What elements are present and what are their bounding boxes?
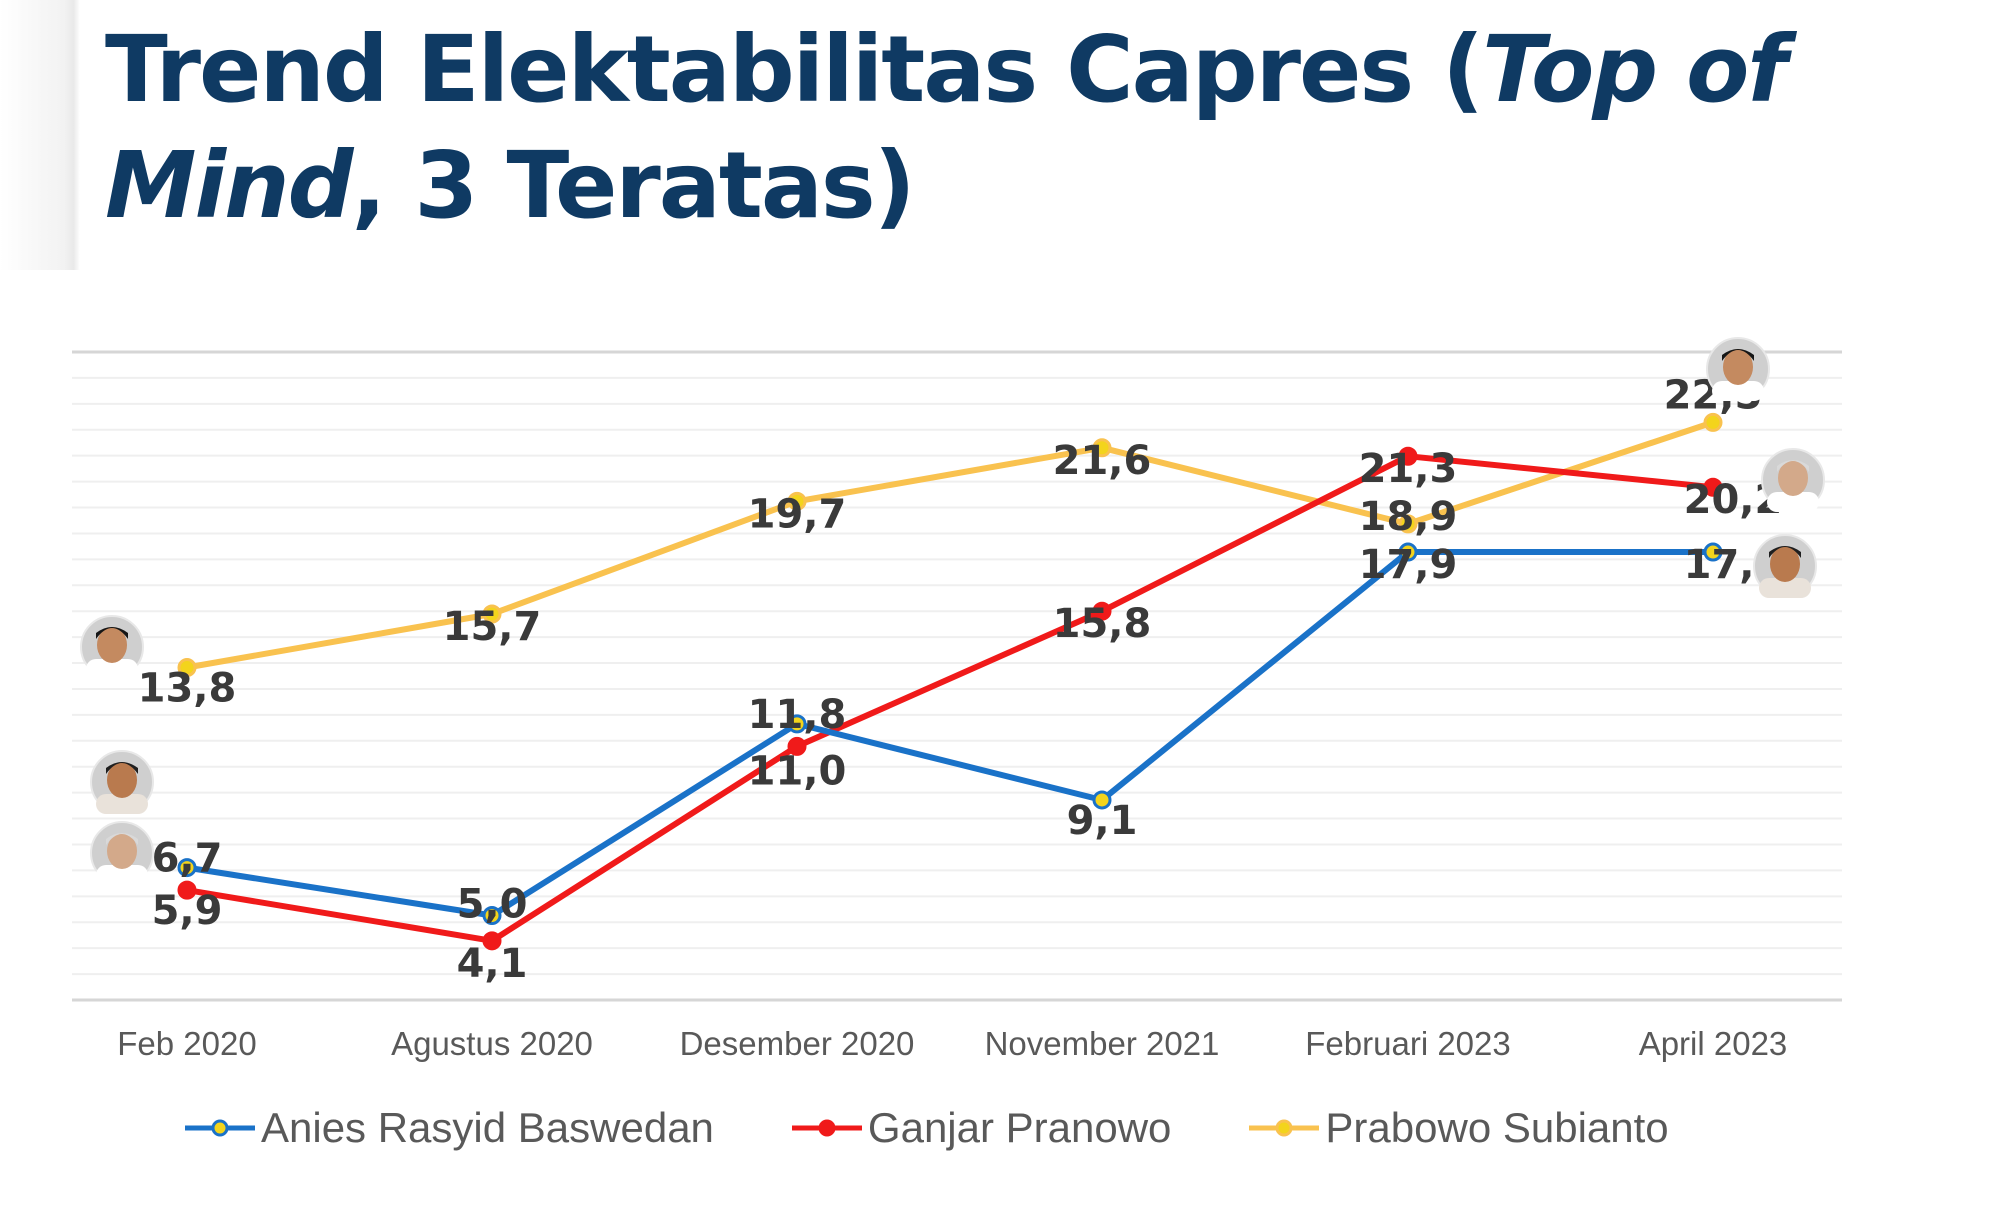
anies-point (1092, 790, 1112, 810)
title-part-1: Trend Elektabilitas Capres ( (105, 16, 1484, 123)
title-shadow-strip (0, 0, 80, 270)
prabowo-data-label: 19,7 (748, 491, 847, 537)
prabowo-data-label: 18,9 (1359, 494, 1458, 540)
prabowo-point (482, 604, 502, 624)
prabowo-point (787, 491, 807, 511)
anies-avatar-icon (1753, 534, 1817, 598)
prabowo-avatar-icon (1706, 337, 1770, 401)
x-tick-label: Feb 2020 (117, 1025, 256, 1062)
anies-data-label: 5,0 (457, 881, 528, 927)
ganjar-data-label: 11,0 (748, 748, 847, 794)
ganjar-point (1398, 446, 1418, 466)
ganjar-series-line (184, 453, 1716, 944)
ganjar-avatar-icon (1761, 448, 1825, 512)
prabowo-data-label: 21,6 (1053, 438, 1152, 484)
legend-swatch-prabowo (1249, 1119, 1320, 1137)
x-tick-label: Agustus 2020 (391, 1025, 593, 1062)
title-part-2: , 3 Teratas) (351, 132, 915, 239)
prabowo-avatar-icon (80, 615, 144, 679)
anies-data-label: 17,9 (1359, 542, 1458, 588)
x-tick-label: April 2023 (1639, 1025, 1788, 1062)
anies-point (787, 714, 807, 734)
legend-item-ganjar: Ganjar Pranowo (791, 1104, 1172, 1152)
ganjar-avatar-icon (90, 821, 154, 885)
ganjar-point (177, 880, 197, 900)
legend-label: Anies Rasyid Baswedan (261, 1104, 714, 1151)
anies-point (1398, 542, 1418, 562)
chart-title: Trend Elektabilitas Capres (Top of Mind,… (105, 12, 1805, 244)
ganjar-data-label: 21,3 (1359, 446, 1458, 492)
anies-data-label: 6,7 (152, 836, 223, 882)
legend-item-prabowo: Prabowo Subianto (1249, 1104, 1669, 1152)
ganjar-point (787, 736, 807, 756)
legend-label: Prabowo Subianto (1325, 1104, 1669, 1151)
ganjar-point (1092, 601, 1112, 621)
anies-avatar-icon (90, 750, 154, 814)
legend-item-anies: Anies Rasyid Baswedan (185, 1104, 714, 1152)
anies-point (1703, 542, 1723, 562)
chart-legend: Anies Rasyid Baswedan Ganjar Pranowo Prabo… (185, 1098, 1669, 1158)
ganjar-data-label: 5,9 (152, 888, 223, 934)
ganjar-data-label: 4,1 (457, 941, 528, 987)
prabowo-point (1703, 412, 1723, 432)
prabowo-point (1092, 438, 1112, 458)
prabowo-point (177, 658, 197, 678)
legend-swatch-ganjar (791, 1119, 862, 1137)
legend-label: Ganjar Pranowo (867, 1104, 1172, 1151)
x-tick-label: Februari 2023 (1305, 1025, 1510, 1062)
prabowo-point (1398, 514, 1418, 534)
prabowo-data-label: 15,7 (443, 604, 542, 650)
legend-swatch-anies (185, 1119, 255, 1137)
prabowo-series-line (184, 419, 1716, 671)
x-tick-label: November 2021 (985, 1025, 1220, 1062)
ganjar-data-label: 15,8 (1053, 601, 1152, 647)
anies-series-line (184, 549, 1716, 919)
anies-point (177, 858, 197, 878)
anies-point (482, 905, 502, 925)
ganjar-point (482, 931, 502, 951)
x-tick-label: Desember 2020 (680, 1025, 915, 1062)
anies-data-label: 9,1 (1067, 798, 1138, 844)
line-chart: Feb 2020 Agustus 2020 Desember 2020 Novembe… (72, 337, 1842, 1062)
title-italic-part: Top of Mind (105, 16, 1787, 239)
prabowo-data-label: 13,8 (138, 666, 237, 712)
ganjar-point (1703, 477, 1723, 497)
anies-data-label: 11,8 (748, 692, 847, 738)
